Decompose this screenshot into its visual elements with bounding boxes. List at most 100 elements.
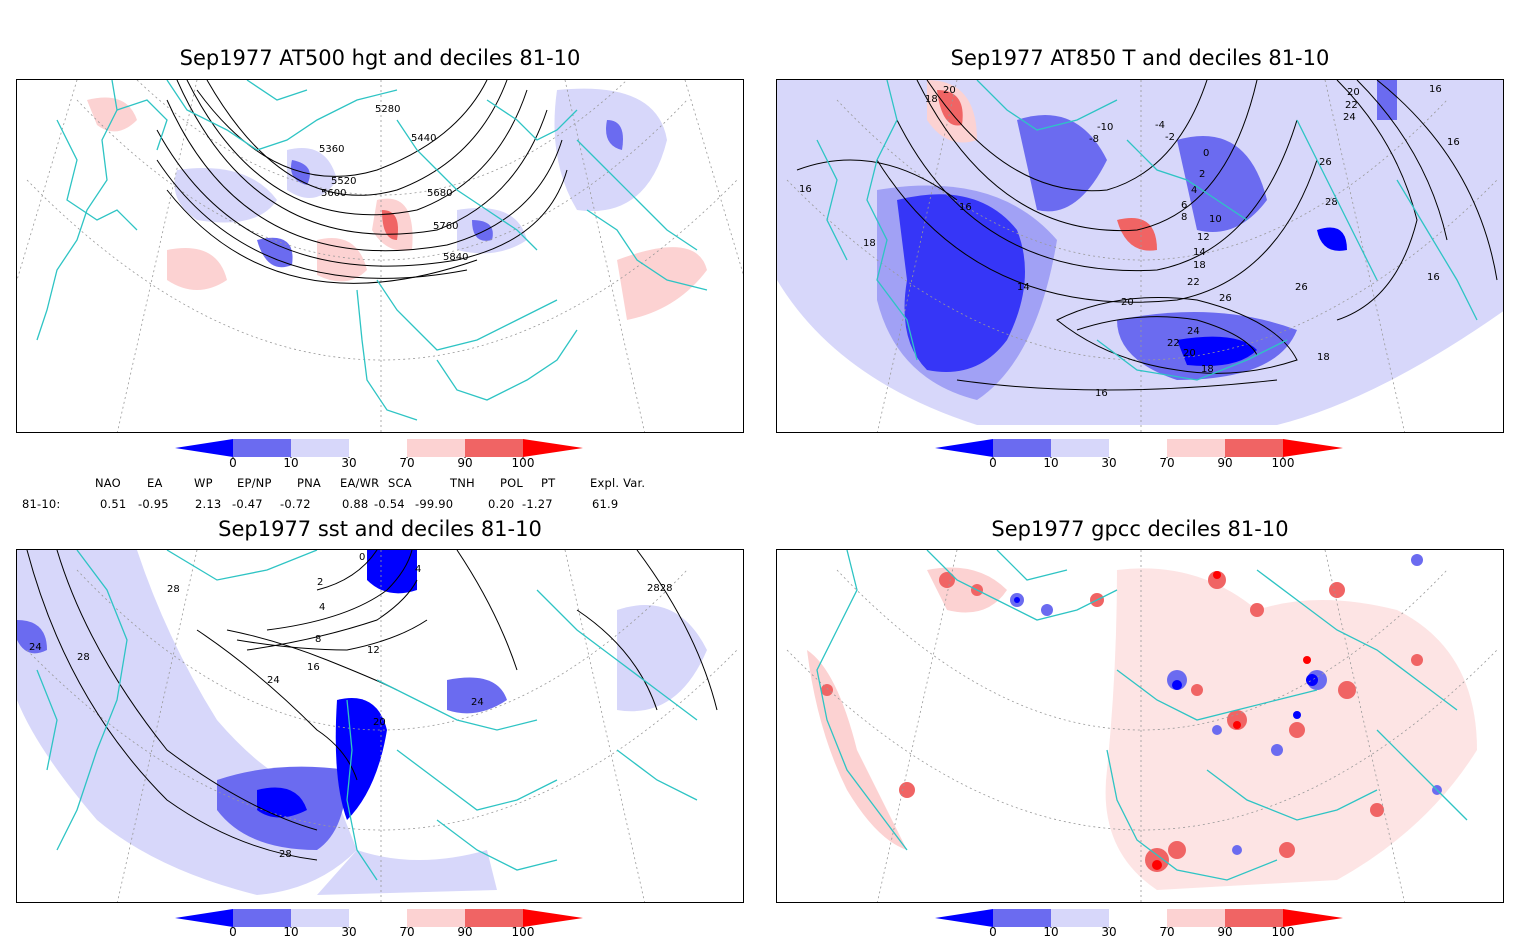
index-row-label: 81-10: (22, 497, 61, 511)
svg-text:-10: -10 (1097, 122, 1113, 133)
svg-text:22: 22 (1167, 338, 1180, 349)
colorbar-tick: 10 (283, 456, 299, 470)
svg-text:18: 18 (1317, 352, 1330, 363)
index-header: SCA (388, 476, 412, 490)
colorbar-tick: 100 (1271, 456, 1295, 470)
svg-text:-4: -4 (1155, 120, 1165, 131)
svg-text:5520: 5520 (331, 176, 356, 187)
index-value: 2.13 (195, 497, 222, 511)
colorbar-tick: 90 (1217, 925, 1233, 939)
svg-text:4: 4 (415, 564, 421, 575)
svg-text:20: 20 (1183, 348, 1196, 359)
colorbar-tick: 10 (1043, 456, 1059, 470)
svg-text:8: 8 (315, 634, 321, 645)
svg-text:10: 10 (1209, 214, 1222, 225)
colorbar-tick: 100 (511, 456, 535, 470)
colorbar-tick: 10 (1043, 925, 1059, 939)
index-header: POL (500, 476, 523, 490)
panel-title-sst: Sep1977 sst and deciles 81-10 (218, 517, 542, 541)
svg-text:-2: -2 (1165, 132, 1175, 143)
colorbar-tick: 100 (1271, 925, 1295, 939)
svg-text:16: 16 (1429, 84, 1442, 95)
panel-title-gpcc: Sep1977 gpcc deciles 81-10 (991, 517, 1289, 541)
colorbar-tick: 30 (341, 456, 357, 470)
colorbar-tick: 30 (1101, 456, 1117, 470)
svg-text:5760: 5760 (433, 221, 458, 232)
colorbar-tick: 90 (1217, 456, 1233, 470)
svg-text:18: 18 (1193, 260, 1206, 271)
svg-text:24: 24 (267, 675, 280, 686)
index-header: NAO (95, 476, 121, 490)
map-t850-graphic: 20 18 16 16 18 14 -8 -10 -4 -2 0 2 4 6 8… (777, 80, 1503, 432)
colorbar-tick: 0 (229, 456, 237, 470)
svg-text:0: 0 (359, 552, 365, 563)
svg-text:22: 22 (1345, 100, 1358, 111)
svg-text:16: 16 (959, 202, 972, 213)
svg-text:18: 18 (1201, 364, 1214, 375)
svg-text:26: 26 (1319, 157, 1332, 168)
svg-text:2: 2 (1199, 169, 1205, 180)
svg-text:14: 14 (1017, 282, 1030, 293)
colorbar-tick: 10 (283, 925, 299, 939)
svg-text:20: 20 (1121, 297, 1134, 308)
svg-text:12: 12 (367, 645, 380, 656)
svg-text:16: 16 (1095, 388, 1108, 399)
index-header: EP/NP (237, 476, 272, 490)
map-sst-graphic: 28 24 28 0 2 4 8 12 16 20 24 28 2828 24 … (17, 550, 738, 902)
colorbar-2: 0 10 30 70 90 100 (935, 438, 1347, 474)
index-value: -99.90 (415, 497, 454, 511)
index-value: 0.51 (100, 497, 127, 511)
map-hgt500-graphic: 5280 5360 5440 5520 5600 5680 5760 5840 (17, 80, 743, 432)
index-header: PT (541, 476, 556, 490)
svg-text:12: 12 (1197, 232, 1210, 243)
colorbar-4: 0 10 30 70 90 100 (935, 908, 1347, 940)
colorbar-tick: 70 (1159, 456, 1175, 470)
svg-text:2: 2 (317, 577, 323, 588)
colorbar-3: 0 10 30 70 90 100 (175, 908, 587, 940)
svg-text:5840: 5840 (443, 252, 468, 263)
svg-text:0: 0 (1203, 148, 1209, 159)
svg-text:22: 22 (1187, 277, 1200, 288)
svg-text:26: 26 (1219, 293, 1232, 304)
svg-text:24: 24 (471, 697, 484, 708)
colorbar-tick: 70 (399, 925, 415, 939)
colorbar-tick: 30 (341, 925, 357, 939)
index-value: 0.88 (342, 497, 369, 511)
map-gpcc-graphic (786, 550, 1498, 902)
colorbar-tick: 100 (511, 925, 535, 939)
colorbar-tick: 70 (399, 456, 415, 470)
svg-text:4: 4 (1191, 185, 1197, 196)
colorbar-tick: 0 (229, 925, 237, 939)
colorbar-tick: 70 (1159, 925, 1175, 939)
svg-text:20: 20 (373, 717, 386, 728)
index-value: 61.9 (592, 497, 619, 511)
svg-text:28: 28 (1325, 197, 1338, 208)
svg-text:24: 24 (29, 642, 42, 653)
svg-text:6: 6 (1181, 200, 1187, 211)
index-value: -0.47 (232, 497, 263, 511)
svg-text:16: 16 (307, 662, 320, 673)
svg-text:28: 28 (279, 849, 292, 860)
svg-text:14: 14 (1193, 247, 1206, 258)
svg-text:18: 18 (863, 238, 876, 249)
colorbar-tick: 30 (1101, 925, 1117, 939)
colorbar-tick: 0 (989, 456, 997, 470)
svg-text:8: 8 (1181, 212, 1187, 223)
svg-text:5360: 5360 (319, 144, 344, 155)
colorbar-tick: 0 (989, 925, 997, 939)
svg-text:28: 28 (167, 584, 180, 595)
colorbar-1: 0 10 30 70 90 100 (175, 438, 587, 474)
index-value: 0.20 (488, 497, 515, 511)
svg-text:20: 20 (1347, 87, 1360, 98)
colorbar-tick: 90 (457, 456, 473, 470)
panel-title-hgt500: Sep1977 AT500 hgt and deciles 81-10 (179, 46, 581, 70)
svg-text:5680: 5680 (427, 188, 452, 199)
map-t850: 20 18 16 16 18 14 -8 -10 -4 -2 0 2 4 6 8… (776, 79, 1504, 433)
index-value: -0.72 (280, 497, 311, 511)
map-gpcc (776, 549, 1504, 903)
svg-text:5280: 5280 (375, 104, 400, 115)
svg-text:28: 28 (77, 652, 90, 663)
colorbar-tick: 90 (457, 925, 473, 939)
index-header: EA (147, 476, 163, 490)
index-header: PNA (297, 476, 322, 490)
